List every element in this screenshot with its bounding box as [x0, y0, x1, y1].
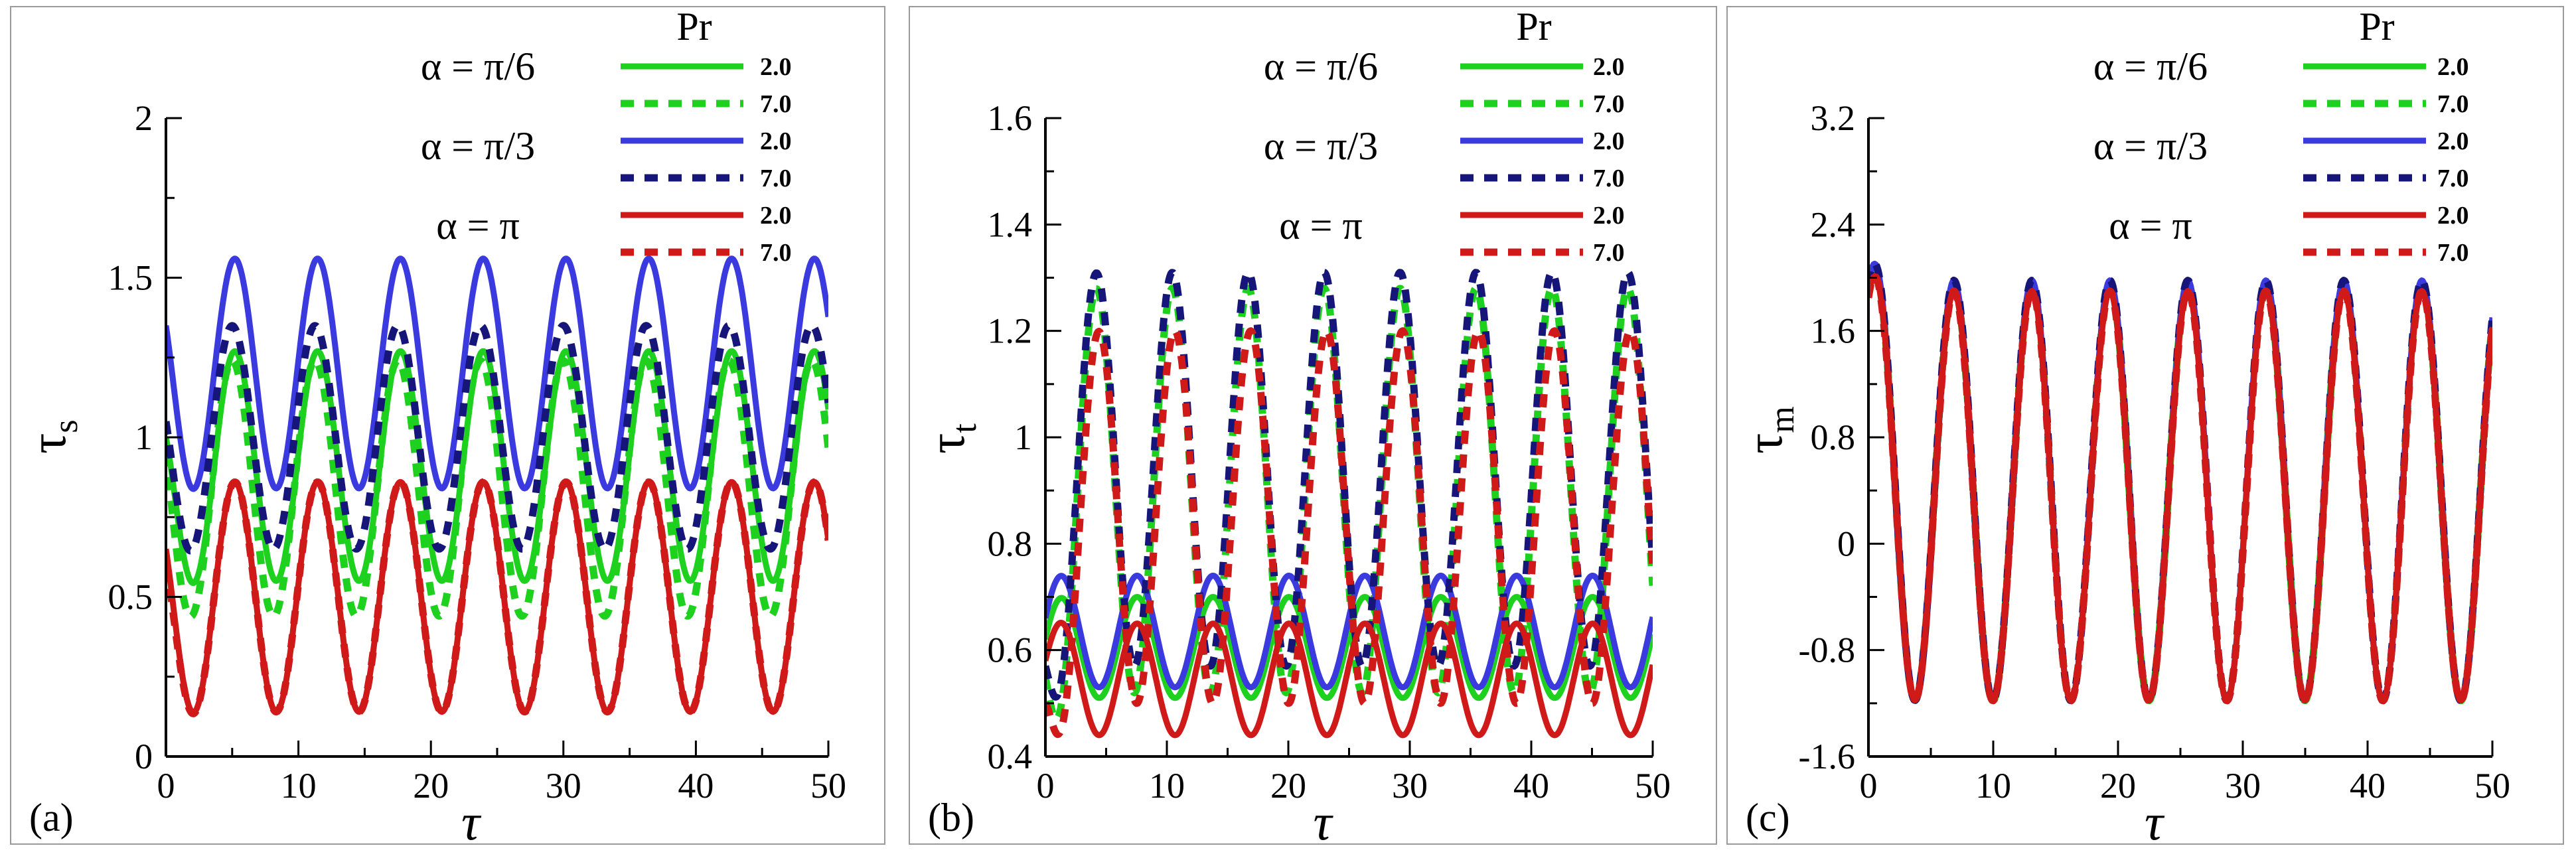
x-tick-label: 50	[810, 766, 846, 806]
x-tick-label: 30	[546, 766, 581, 806]
x-tick-label: 40	[2350, 766, 2386, 806]
y-tick-label: 1.6	[1811, 311, 1856, 351]
alpha-annotation: α = π/6	[2093, 44, 2208, 88]
panel-label: (c)	[1746, 796, 1790, 839]
x-tick-label: 10	[1975, 766, 2011, 806]
panel-frame	[10, 6, 885, 845]
y-axis-title: τt	[917, 423, 984, 454]
legend-label: 7.0	[1593, 239, 1625, 267]
x-tick-label: 10	[281, 766, 317, 806]
legend-label: 2.0	[2437, 127, 2469, 155]
panel-frame	[1726, 6, 2564, 845]
y-tick-label: 2.4	[1811, 204, 1856, 244]
x-tick-label: 50	[1635, 766, 1671, 806]
x-tick-label: 40	[678, 766, 714, 806]
legend-label: 7.0	[2437, 90, 2469, 118]
series-line-4	[1045, 269, 1653, 701]
legend-label: 7.0	[760, 239, 792, 267]
series-line-6	[1045, 327, 1653, 739]
series-line-5	[1045, 619, 1653, 739]
legend-label: 2.0	[1593, 127, 1625, 155]
x-axis-title: τ	[461, 793, 482, 851]
legend-label: 2.0	[2437, 53, 2469, 81]
y-tick-label: 0	[135, 737, 153, 776]
y-tick-label: -1.6	[1799, 737, 1855, 776]
series-line-2	[166, 357, 828, 620]
y-tick-label: 0.8	[988, 524, 1033, 563]
chart-panel-1: 0 10 20 30 40 50 0 0.5 1 1.5 2 τ τs (a) α = π/6 α = π/3…	[10, 5, 885, 851]
legend-label: 7.0	[2437, 165, 2469, 192]
alpha-annotation: α = π/3	[421, 124, 535, 168]
y-tick-label: 1.2	[988, 311, 1033, 351]
chart-panel-3: 0 10 20 30 40 50 -1.6 -0.8 0 0.8 1.6 2.4 3.2 τ τm (c) α …	[1726, 5, 2564, 851]
x-tick-label: 30	[2225, 766, 2261, 806]
x-tick-label: 20	[1270, 766, 1306, 806]
y-tick-label: 0.5	[108, 577, 153, 617]
y-tick-label: 1.5	[108, 258, 153, 298]
legend-label: 7.0	[1593, 90, 1625, 118]
legend: Pr 2.0 7.0 2.0 7.0 2.0 7.0	[1460, 5, 1625, 267]
panel-label: (b)	[928, 796, 974, 839]
y-tick-label: 0	[1837, 524, 1855, 563]
x-tick-label: 50	[2474, 766, 2510, 806]
alpha-annotation: α = π/6	[1264, 44, 1378, 88]
legend-label: 7.0	[760, 90, 792, 118]
y-tick-label: 1	[1014, 417, 1032, 457]
legend-title: Pr	[676, 5, 712, 48]
alpha-annotation: α = π	[436, 204, 520, 248]
x-tick-label: 20	[413, 766, 449, 806]
legend-label: 2.0	[760, 53, 792, 81]
legend-label: 7.0	[1593, 165, 1625, 192]
y-tick-label: 1	[135, 417, 153, 457]
y-axis-title: τs	[19, 419, 85, 454]
series-group	[1045, 269, 1653, 739]
series-group	[166, 255, 828, 717]
x-axis-title: τ	[1314, 793, 1334, 851]
legend-label: 2.0	[760, 202, 792, 230]
legend-title: Pr	[2359, 5, 2394, 48]
legend-label: 2.0	[1593, 53, 1625, 81]
legend-label: 2.0	[1593, 202, 1625, 230]
alpha-annotation: α = π/6	[421, 44, 535, 88]
legend: Pr 2.0 7.0 2.0 7.0 2.0 7.0	[621, 5, 792, 267]
x-tick-label: 0	[157, 766, 175, 806]
series-group	[1868, 259, 2492, 705]
panel-frame	[909, 6, 1717, 845]
series-line-6	[166, 478, 828, 717]
y-tick-label: 3.2	[1811, 98, 1856, 138]
x-axis-title: τ	[2145, 793, 2165, 851]
series-line-4	[166, 322, 828, 555]
y-tick-label: 1.4	[988, 204, 1033, 244]
x-tick-label: 0	[1037, 766, 1055, 806]
x-tick-label: 40	[1513, 766, 1549, 806]
y-tick-label: -0.8	[1799, 630, 1855, 670]
legend-label: 7.0	[760, 165, 792, 192]
series-line-6	[1868, 272, 2492, 705]
alpha-annotation: α = π/3	[2093, 124, 2208, 168]
chart-panel-2: 0 10 20 30 40 50 0.4 0.6 0.8 1 1.2 1.4 1.6 τ τt (b) α = …	[909, 5, 1717, 851]
x-tick-label: 0	[1860, 766, 1878, 806]
y-tick-label: 1.6	[988, 98, 1033, 138]
y-tick-label: 0.8	[1811, 417, 1856, 457]
legend: Pr 2.0 7.0 2.0 7.0 2.0 7.0	[2303, 5, 2469, 267]
series-line-3	[166, 255, 828, 492]
legend-label: 2.0	[760, 127, 792, 155]
alpha-annotation: α = π	[2109, 204, 2192, 248]
y-axis-title: τm	[1735, 406, 1801, 454]
legend-title: Pr	[1516, 5, 1551, 48]
y-tick-label: 0.6	[988, 630, 1033, 670]
x-tick-label: 30	[1392, 766, 1428, 806]
y-tick-label: 2	[135, 98, 153, 138]
x-tick-label: 20	[2100, 766, 2136, 806]
panel-label: (a)	[29, 796, 74, 839]
x-tick-label: 10	[1149, 766, 1185, 806]
alpha-annotation: α = π	[1279, 204, 1363, 248]
alpha-annotation: α = π/3	[1264, 124, 1378, 168]
legend-label: 7.0	[2437, 239, 2469, 267]
legend-label: 2.0	[2437, 202, 2469, 230]
y-tick-label: 0.4	[988, 737, 1033, 776]
